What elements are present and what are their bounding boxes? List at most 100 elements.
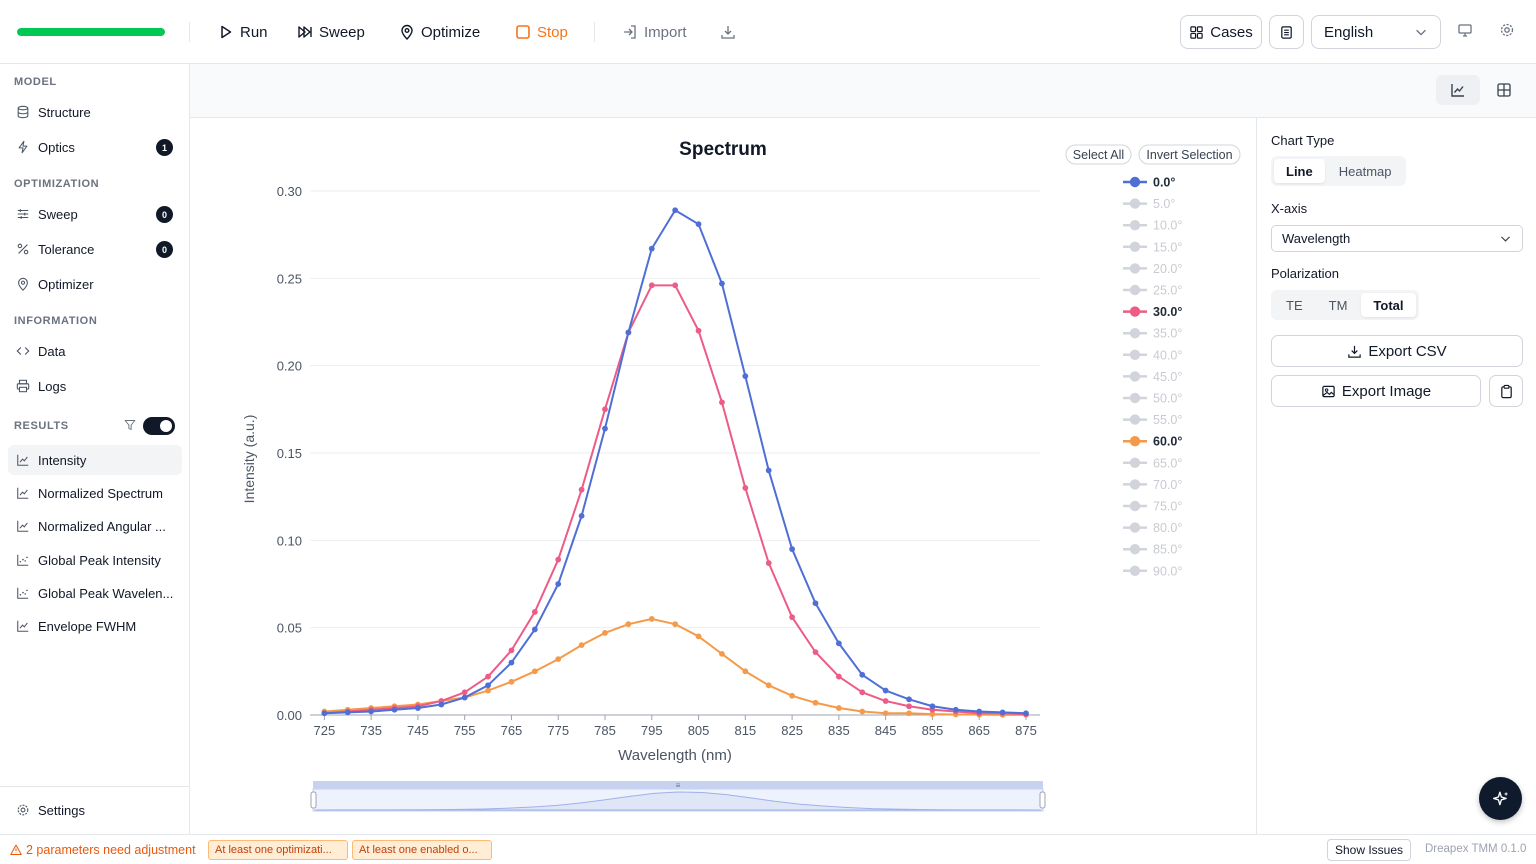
language-select-value: English <box>1324 23 1374 41</box>
legend-item[interactable]: 15.0° <box>1123 240 1182 254</box>
polarization-total[interactable]: Total <box>1361 293 1416 317</box>
polarization-label: Polarization <box>1271 266 1339 281</box>
legend-label: 20.0° <box>1153 262 1182 276</box>
optimize-button[interactable]: Optimize <box>399 18 480 46</box>
count-badge: 0 <box>156 241 173 258</box>
legend-item[interactable]: 45.0° <box>1123 370 1182 384</box>
legend-item[interactable]: 60.0° <box>1123 435 1182 449</box>
data-point <box>882 698 889 704</box>
monitor-button[interactable] <box>1457 22 1475 40</box>
legend-item[interactable]: 80.0° <box>1123 521 1182 535</box>
sidebar-item-sweep[interactable]: Sweep 0 <box>8 199 182 229</box>
warning-chip[interactable]: At least one optimizati... <box>208 840 348 860</box>
stop-button[interactable]: Stop <box>515 18 568 46</box>
legend-item[interactable]: 5.0° <box>1123 197 1175 211</box>
chart-view-button[interactable] <box>1436 75 1480 105</box>
sidebar-item-settings[interactable]: Settings <box>8 795 182 825</box>
y-tick-label: 0.00 <box>277 708 302 723</box>
language-select[interactable]: English <box>1311 15 1441 49</box>
sidebar-item-result[interactable]: Global Peak Intensity <box>8 545 182 575</box>
sweep-button[interactable]: Sweep <box>297 18 365 46</box>
sidebar-item-label: Settings <box>38 802 85 818</box>
sidebar-item-result[interactable]: Intensity <box>8 445 182 475</box>
table-view-button[interactable] <box>1482 75 1526 105</box>
legend-item[interactable]: 25.0° <box>1123 284 1182 298</box>
legend-item[interactable]: 70.0° <box>1123 478 1182 492</box>
notes-button[interactable] <box>1269 15 1304 49</box>
xaxis-select[interactable]: Wavelength <box>1271 225 1523 252</box>
y-axis-label: Intensity (a.u.) <box>241 415 257 504</box>
sidebar-item-tolerance[interactable]: Tolerance 0 <box>8 234 182 264</box>
run-button-label: Run <box>240 23 268 41</box>
drag-handle-icon[interactable]: ≡ <box>676 781 681 790</box>
legend-label: 60.0° <box>1153 435 1182 449</box>
data-point <box>835 640 842 647</box>
legend-item[interactable]: 65.0° <box>1123 456 1182 470</box>
export-csv-button[interactable]: Export CSV <box>1271 335 1523 367</box>
navigator-left-handle[interactable] <box>310 791 317 809</box>
sidebar-item-structure[interactable]: Structure <box>8 97 182 127</box>
invert-selection-button[interactable]: Invert Selection <box>1138 144 1241 165</box>
sidebar: MODEL Structure Optics 1 OPTIMIZATION Sw… <box>0 64 190 834</box>
legend-item[interactable]: 55.0° <box>1123 413 1182 427</box>
data-point <box>812 699 819 706</box>
cases-button[interactable]: Cases <box>1180 15 1262 49</box>
xaxis-select-value: Wavelength <box>1282 231 1351 246</box>
data-point <box>906 710 912 717</box>
data-point <box>695 633 702 640</box>
sidebar-item-data[interactable]: Data <box>8 336 182 366</box>
warning-chip[interactable]: At least one enabled o... <box>352 840 492 860</box>
run-button[interactable]: Run <box>218 18 268 46</box>
map-pin-icon <box>401 24 413 40</box>
show-issues-button[interactable]: Show Issues <box>1327 839 1412 861</box>
legend-item[interactable]: 90.0° <box>1123 564 1182 578</box>
legend-item[interactable]: 40.0° <box>1123 348 1182 362</box>
settings-button[interactable] <box>1499 22 1517 40</box>
copy-image-button[interactable] <box>1489 375 1523 407</box>
warning-message[interactable]: 2 parameters need adjustment <box>10 843 196 857</box>
legend-item[interactable]: 50.0° <box>1123 392 1182 406</box>
sidebar-item-optimizer[interactable]: Optimizer <box>8 269 182 299</box>
data-point <box>508 659 515 666</box>
polarization-tm[interactable]: TM <box>1328 297 1348 313</box>
legend-item[interactable]: 20.0° <box>1123 262 1182 276</box>
polarization-te[interactable]: TE <box>1286 297 1303 313</box>
data-point <box>531 626 538 633</box>
legend-item[interactable]: 30.0° <box>1123 305 1182 319</box>
results-filter-toggle[interactable] <box>143 417 175 435</box>
chart-type-heatmap[interactable]: Heatmap <box>1338 163 1392 179</box>
legend-item[interactable]: 35.0° <box>1123 327 1182 341</box>
data-point <box>906 696 912 703</box>
data-point <box>602 406 608 413</box>
legend-label: 80.0° <box>1153 521 1182 535</box>
sidebar-item-optics[interactable]: Optics 1 <box>8 132 182 162</box>
legend-swatch-dot <box>1129 241 1141 252</box>
data-point <box>859 689 866 696</box>
scatter-chart-icon <box>17 554 29 566</box>
sidebar-item-result[interactable]: Global Peak Wavelen... <box>8 578 182 608</box>
legend-swatch-dot <box>1129 457 1141 468</box>
monitor-icon <box>1458 24 1472 37</box>
sidebar-item-result[interactable]: Normalized Spectrum <box>8 478 182 508</box>
xaxis-label: X-axis <box>1271 201 1308 216</box>
import-button[interactable]: Import <box>622 18 687 46</box>
legend-item[interactable]: 0.0° <box>1123 176 1175 190</box>
range-navigator[interactable]: ≡ <box>310 781 1046 812</box>
download-button[interactable] <box>720 18 736 46</box>
app-version: Dreapex TMM 0.1.0 <box>1425 843 1527 855</box>
sidebar-item-logs[interactable]: Logs <box>8 371 182 401</box>
navigator-handle-bar[interactable] <box>313 781 1043 789</box>
ai-assistant-button[interactable] <box>1479 777 1522 820</box>
select-all-button[interactable]: Select All <box>1065 144 1132 165</box>
export-image-button[interactable]: Export Image <box>1271 375 1481 407</box>
filter-icon[interactable] <box>124 419 136 431</box>
sidebar-item-result[interactable]: Normalized Angular ... <box>8 511 182 541</box>
cases-button-label: Cases <box>1210 23 1253 41</box>
legend-item[interactable]: 75.0° <box>1123 500 1182 514</box>
chart-type-line[interactable]: Line <box>1274 159 1325 183</box>
legend-swatch-dot <box>1129 565 1141 576</box>
legend-item[interactable]: 85.0° <box>1123 543 1182 557</box>
legend-item[interactable]: 10.0° <box>1123 219 1182 233</box>
sidebar-item-result[interactable]: Envelope FWHM <box>8 611 182 641</box>
navigator-right-handle[interactable] <box>1039 791 1046 809</box>
